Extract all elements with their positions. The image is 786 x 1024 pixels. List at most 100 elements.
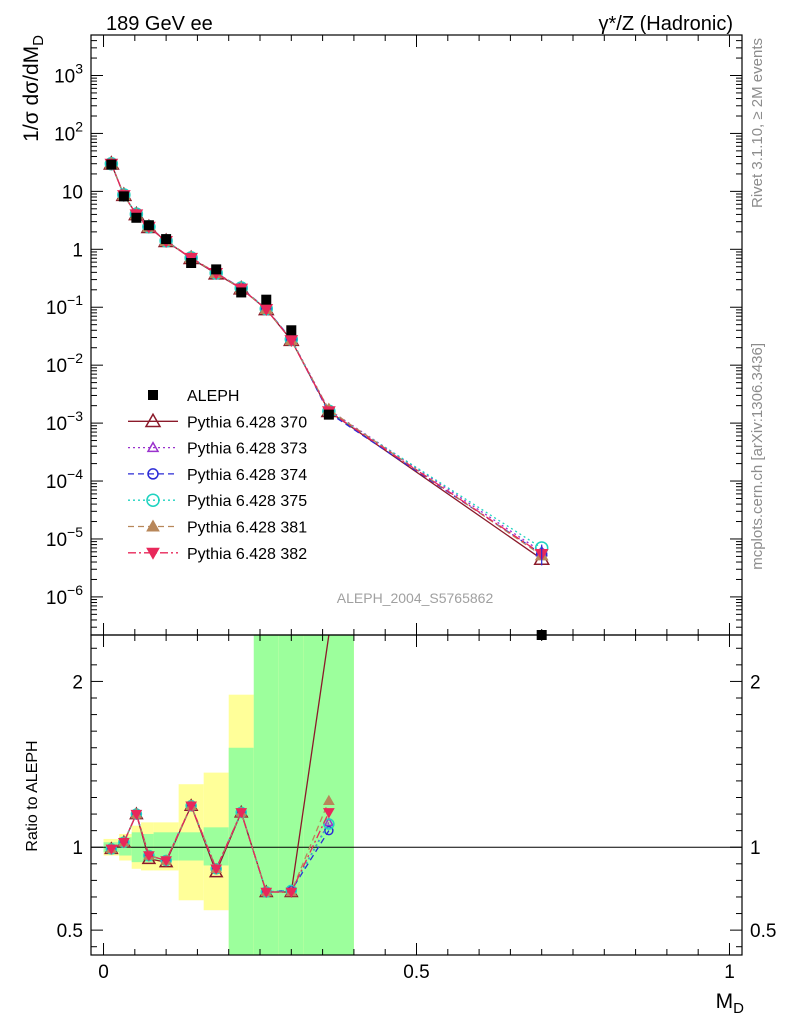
y-tick-label: 10	[62, 182, 83, 203]
series-line	[110, 163, 543, 555]
y-tick-label: 10−6	[46, 582, 83, 609]
y-tick-label: 10−2	[46, 350, 83, 377]
series-point	[284, 335, 299, 348]
legend-label: Pythia 6.428 374	[187, 467, 307, 484]
ratio-series-point	[235, 808, 248, 819]
x-tick-label: 1	[724, 962, 735, 983]
legend-marker	[146, 547, 160, 560]
ratio-series-point	[105, 844, 118, 855]
series-line	[110, 163, 543, 556]
legend-label: Pythia 6.428 373	[187, 441, 307, 458]
y-tick-base: 10	[46, 588, 67, 609]
y-tick-exp: −5	[67, 524, 83, 540]
legend-marker	[144, 412, 162, 428]
series-line	[110, 163, 543, 549]
ratio-y-tick-label: 2	[72, 672, 83, 693]
ratio-series-point	[260, 887, 273, 899]
y-tick-base: 10	[54, 124, 75, 145]
legend-marker	[147, 468, 159, 480]
legend-data-swatch	[148, 390, 158, 400]
ratio-series-point	[160, 856, 172, 867]
series-line	[110, 163, 543, 560]
legend-marker	[146, 519, 160, 532]
ratio-series-point	[323, 818, 335, 830]
band-inner	[228, 747, 254, 955]
data-point	[261, 294, 272, 305]
ratio-y-tick-label-right: 1	[750, 838, 761, 859]
y-tick-label: 103	[54, 60, 83, 87]
data-point	[131, 212, 142, 223]
y-tick-exp: 2	[75, 118, 83, 134]
ratio-y-tick-label: 0.5	[57, 921, 83, 942]
y-tick-label: 102	[54, 118, 83, 145]
ratio-series-point	[323, 816, 335, 827]
ratio-y-tick-label: 1	[72, 838, 83, 859]
ratio-series-point	[118, 838, 130, 849]
header-right: γ*/Z (Hadronic)	[599, 13, 733, 35]
ratio-series-point	[185, 801, 198, 812]
ratio-series-point	[323, 808, 335, 819]
y-tick-base: 1	[72, 240, 83, 261]
y-tick-exp: 3	[75, 60, 83, 76]
y-tick-exp: −4	[67, 466, 83, 482]
data-point	[323, 409, 334, 420]
xlabel-main: M	[716, 990, 734, 1013]
legend-label: Pythia 6.428 382	[187, 546, 307, 563]
y-tick-label: 10−1	[46, 292, 83, 319]
data-point	[236, 287, 247, 298]
ratio-uncertainty-bands	[91, 635, 742, 955]
ratio-y-tick-label-right: 2	[750, 672, 761, 693]
header-left: 189 GeV ee	[106, 13, 213, 35]
y-tick-exp: −1	[67, 292, 83, 308]
xlabel: MD	[716, 990, 745, 1017]
y-tick-exp: −6	[67, 582, 83, 598]
series-line	[110, 163, 543, 553]
band-inner	[253, 635, 279, 955]
ratio-ylabel: Ratio to ALEPH	[24, 740, 41, 851]
y-tick-base: 10	[46, 414, 67, 435]
y-tick-label: 10−5	[46, 524, 83, 551]
data-point	[118, 191, 129, 202]
data-point	[186, 258, 197, 269]
x-tick-label: 0.5	[403, 962, 429, 983]
data-point	[161, 234, 172, 245]
main-ylabel-sub: D	[30, 35, 47, 46]
ratio-series-point	[210, 864, 223, 875]
legend: ALEPH Pythia 6.428 370 Pythia 6.428 373 Pyt…	[128, 388, 307, 563]
legend-marker	[146, 493, 160, 507]
series-line	[110, 163, 543, 555]
mcplots-label: mcplots.cern.ch [arXiv:1306.3436]	[749, 343, 766, 570]
y-tick-label: 1	[72, 240, 83, 261]
main-plot	[103, 155, 550, 640]
xlabel-sub: D	[733, 1000, 744, 1017]
legend-label: Pythia 6.428 370	[187, 414, 307, 431]
ratio-series-point	[285, 887, 298, 899]
data-point	[143, 220, 154, 231]
ratio-y-tick-label-right: 0.5	[750, 921, 776, 942]
y-tick-base: 10	[46, 298, 67, 319]
y-tick-base: 10	[46, 530, 67, 551]
y-tick-base: 10	[54, 66, 75, 87]
ratio-series-point	[130, 809, 143, 821]
y-tick-base: 10	[62, 182, 83, 203]
analysis-watermark: ALEPH_2004_S5765862	[337, 590, 494, 606]
band-inner	[278, 635, 304, 955]
legend-data-label: ALEPH	[187, 388, 239, 405]
y-tick-label: 10−4	[46, 466, 83, 493]
rivet-label: Rivet 3.1.10, ≥ 2M events	[749, 38, 766, 208]
main-ylabel: 1/σ dσ/dMD	[20, 35, 47, 142]
ratio-series-point	[323, 794, 335, 806]
legend-label: Pythia 6.428 381	[187, 520, 307, 537]
y-tick-base: 10	[46, 356, 67, 377]
data-point	[286, 325, 297, 336]
x-tick-label: 0	[98, 962, 109, 983]
y-tick-exp: −2	[67, 350, 83, 366]
data-point	[211, 264, 222, 275]
ratio-series-point	[324, 825, 334, 836]
legend-label: Pythia 6.428 375	[187, 493, 307, 510]
legend-marker	[146, 441, 160, 453]
ratio-plot	[104, 634, 335, 899]
y-tick-label: 10−3	[46, 408, 83, 435]
